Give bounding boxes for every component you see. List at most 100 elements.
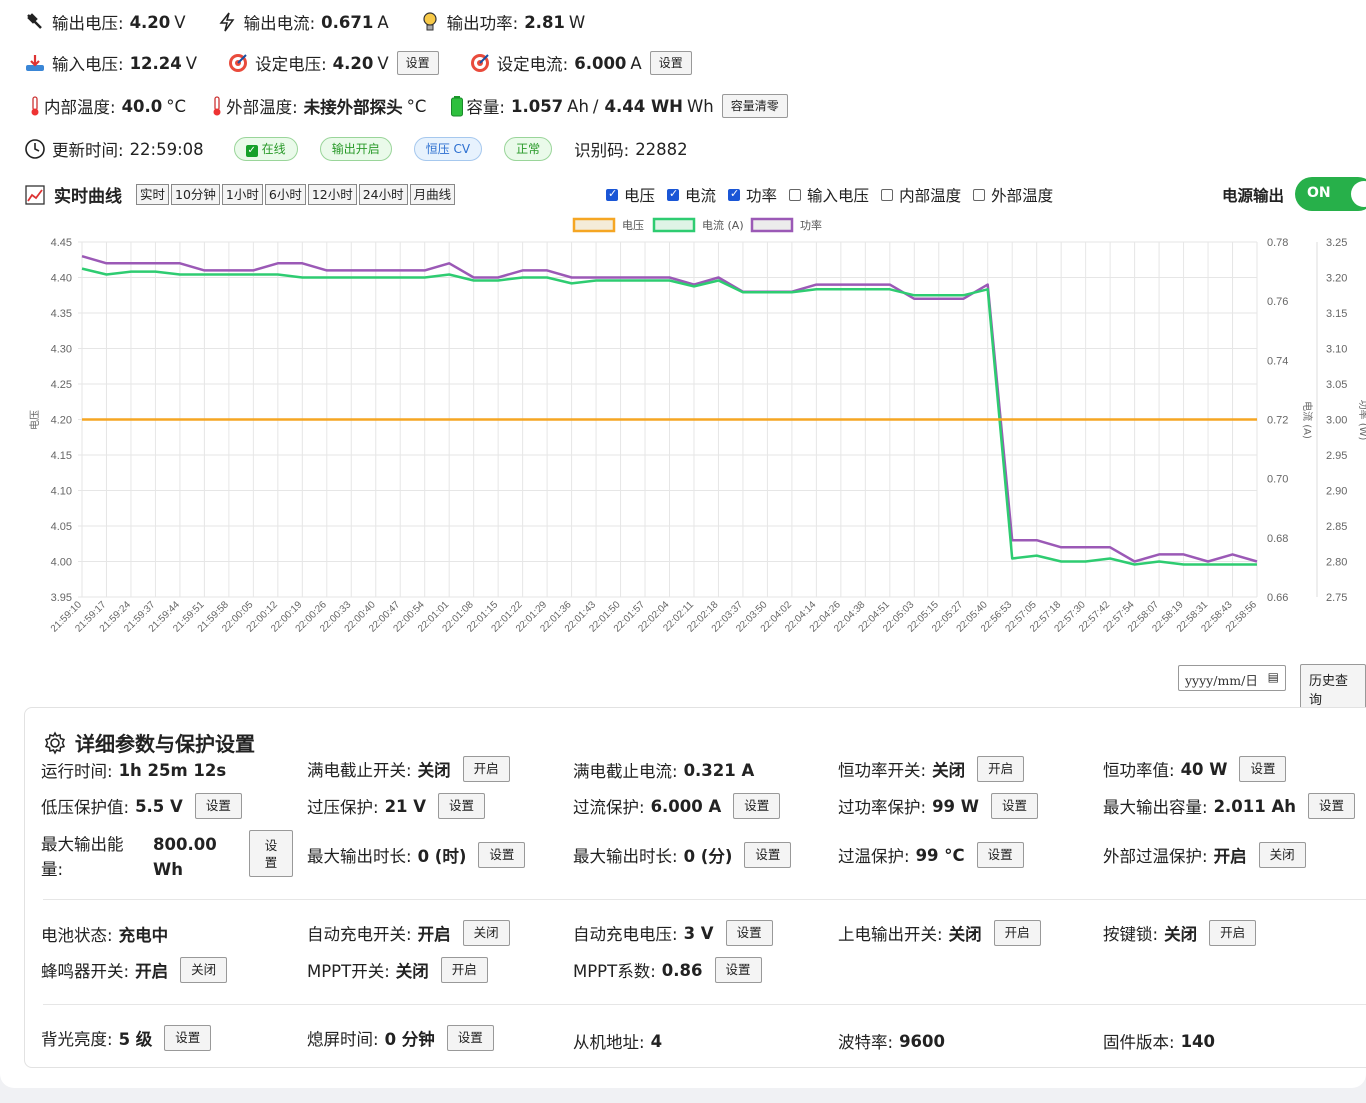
auto-charge-voltage-button[interactable]: 设置 bbox=[725, 920, 773, 946]
ocp: 过流保护: 6.000 A 设置 bbox=[573, 793, 781, 819]
power-output-toggle[interactable]: ON bbox=[1295, 177, 1366, 211]
y3-tick-label: 2.90 bbox=[1326, 486, 1347, 498]
max-capacity-button[interactable]: 设置 bbox=[1308, 793, 1356, 819]
mppt-factor-button[interactable]: 设置 bbox=[714, 957, 762, 983]
range-realtime-button[interactable]: 实时 bbox=[136, 184, 170, 205]
otp-button[interactable]: 设置 bbox=[976, 842, 1024, 868]
y2-tick-label: 0.68 bbox=[1267, 533, 1288, 545]
key-lock-button[interactable]: 开启 bbox=[1209, 920, 1257, 946]
auto-charge-switch-button[interactable]: 关闭 bbox=[462, 920, 510, 946]
checkbox-icon[interactable] bbox=[973, 189, 986, 201]
set-voltage: 设定电压: 4.20 V 设置 bbox=[227, 51, 439, 75]
input-tray-icon bbox=[24, 52, 46, 74]
range-12h-button[interactable]: 12小时 bbox=[307, 184, 357, 205]
toggle-input-voltage[interactable]: 输入电压 bbox=[789, 184, 869, 206]
legend-label: 电压 bbox=[622, 219, 644, 232]
y2-tick-label: 0.66 bbox=[1267, 592, 1288, 604]
y2-tick-label: 0.72 bbox=[1267, 415, 1288, 427]
id-code: 识别码: 22882 bbox=[574, 139, 688, 161]
y3-tick-label: 3.00 bbox=[1326, 415, 1347, 427]
toggle-external-temp[interactable]: 外部温度 bbox=[973, 184, 1053, 206]
buzzer: 蜂鸣器开关: 开启 关闭 bbox=[41, 957, 228, 983]
screen-off-button[interactable]: 设置 bbox=[446, 1025, 494, 1051]
max-energy-button[interactable]: 设置 bbox=[249, 830, 293, 877]
reset-capacity-button[interactable]: 容量清零 bbox=[721, 94, 788, 118]
set-current-button[interactable]: 设置 bbox=[649, 51, 692, 75]
power-output-label: 电源输出 bbox=[1222, 187, 1285, 205]
plug-icon bbox=[24, 11, 46, 33]
external-temp: 外部温度: 未接外部探头 °C bbox=[206, 94, 426, 118]
ocp-button[interactable]: 设置 bbox=[733, 793, 781, 819]
checkbox-icon[interactable] bbox=[789, 189, 802, 201]
cp-switch-button[interactable]: 开启 bbox=[977, 756, 1025, 782]
backlight-button[interactable]: 设置 bbox=[164, 1025, 212, 1051]
screen-off: 熄屏时间: 0 分钟 设置 bbox=[307, 1025, 494, 1051]
realtime-title: 实时曲线 bbox=[54, 187, 122, 207]
full-cutoff-switch: 满电截止开关: 关闭 开启 bbox=[307, 756, 510, 782]
calendar-icon[interactable]: ▤ bbox=[1267, 670, 1279, 684]
y3-tick-label: 2.75 bbox=[1326, 592, 1347, 604]
output-voltage: 输出电压: 4.20 V bbox=[24, 10, 186, 34]
output-power: 输出功率: 2.81 W bbox=[419, 10, 585, 34]
history-query-button[interactable]: 历史查询 bbox=[1300, 664, 1366, 714]
checkbox-icon[interactable] bbox=[728, 187, 741, 201]
max-time-hours-button[interactable]: 设置 bbox=[478, 842, 526, 868]
status-row-output: 输出电压: 4.20 V 输出电流: 0.671 A 输出功率: 2.81 W bbox=[24, 10, 615, 34]
checkbox-icon[interactable] bbox=[606, 187, 618, 201]
toggle-power[interactable]: 功率 bbox=[728, 184, 777, 206]
toggle-knob bbox=[1351, 181, 1366, 207]
checkbox-icon[interactable] bbox=[667, 187, 680, 201]
set-current: 设定电流: 6.000 A 设置 bbox=[469, 51, 692, 75]
target-icon bbox=[227, 52, 249, 74]
online-badge: ✓ 在线 bbox=[233, 137, 298, 161]
range-24h-button[interactable]: 24小时 bbox=[358, 184, 408, 205]
mode-badge: 恒压 CV bbox=[413, 137, 483, 161]
y1-tick-label: 3.95 bbox=[51, 592, 72, 604]
y1-tick-label: 4.05 bbox=[51, 521, 72, 533]
toggle-current[interactable]: 电流 bbox=[667, 184, 716, 206]
divider bbox=[43, 899, 1366, 900]
opp-button[interactable]: 设置 bbox=[990, 793, 1038, 819]
detail-title: 详细参数与保护设置 bbox=[43, 728, 255, 757]
realtime-chart: 4.45 4.40 4.35 4.30 4.25 4.20 4.15 4.10 4.05 4.00… bbox=[28, 217, 1366, 635]
range-6h-button[interactable]: 6小时 bbox=[264, 184, 306, 205]
thermometer-icon bbox=[24, 95, 39, 117]
battery-icon bbox=[446, 95, 464, 117]
y2-tick-label: 0.74 bbox=[1267, 355, 1288, 367]
realtime-header: 实时曲线 实时 10分钟 1小时 6小时 12小时 24小时 月曲线 bbox=[24, 182, 457, 207]
series-toggles: 电压 电流 功率 输入电压 内部温度 外部温度 bbox=[606, 184, 1065, 206]
baud-rate: 波特率: 9600 bbox=[838, 1031, 945, 1053]
y3-tick-label: 2.95 bbox=[1326, 450, 1347, 462]
date-input[interactable]: yyyy/mm/日 ▤ bbox=[1178, 665, 1286, 691]
y1-tick-label: 4.35 bbox=[51, 308, 72, 320]
series-line-1 bbox=[81, 267, 1257, 566]
y3-tick-label: 3.15 bbox=[1326, 308, 1347, 320]
range-month-button[interactable]: 月曲线 bbox=[409, 184, 456, 205]
y3-tick-label: 3.05 bbox=[1326, 379, 1347, 391]
checkbox-icon[interactable] bbox=[881, 189, 894, 201]
ovp-button[interactable]: 设置 bbox=[438, 793, 486, 819]
uvp-button[interactable]: 设置 bbox=[194, 793, 242, 819]
buzzer-button[interactable]: 关闭 bbox=[180, 957, 228, 983]
max-time-minutes-button[interactable]: 设置 bbox=[744, 842, 792, 868]
set-voltage-button[interactable]: 设置 bbox=[396, 51, 439, 75]
mppt-switch-button[interactable]: 开启 bbox=[440, 957, 488, 983]
range-1h-button[interactable]: 1小时 bbox=[221, 184, 263, 205]
output-on-badge: 输出开启 bbox=[319, 137, 392, 161]
y3-tick-label: 3.20 bbox=[1326, 273, 1347, 285]
cp-switch: 恒功率开关: 关闭 开启 bbox=[838, 756, 1025, 782]
lightbulb-icon bbox=[419, 11, 441, 33]
max-energy-value: 800.00 Wh bbox=[153, 835, 217, 879]
range-10min-button[interactable]: 10分钟 bbox=[171, 184, 220, 205]
power-on-output-button[interactable]: 开启 bbox=[993, 920, 1041, 946]
full-cutoff-switch-button[interactable]: 开启 bbox=[462, 756, 510, 782]
ext-otp-button[interactable]: 关闭 bbox=[1258, 842, 1306, 868]
toggle-internal-temp[interactable]: 内部温度 bbox=[881, 184, 961, 206]
y3-axis-label: 功率 (W) bbox=[1357, 400, 1366, 441]
toggle-voltage[interactable]: 电压 bbox=[606, 184, 655, 206]
auto-charge-switch: 自动充电开关: 开启 关闭 bbox=[307, 920, 510, 946]
cp-value-button[interactable]: 设置 bbox=[1239, 756, 1287, 782]
y1-tick-label: 4.10 bbox=[51, 486, 72, 498]
gear-icon bbox=[44, 730, 66, 755]
detail-panel: 详细参数与保护设置 运行时间: 1h 25m 12s 满电截止开关: 关闭 开启 满电… bbox=[24, 707, 1366, 1068]
